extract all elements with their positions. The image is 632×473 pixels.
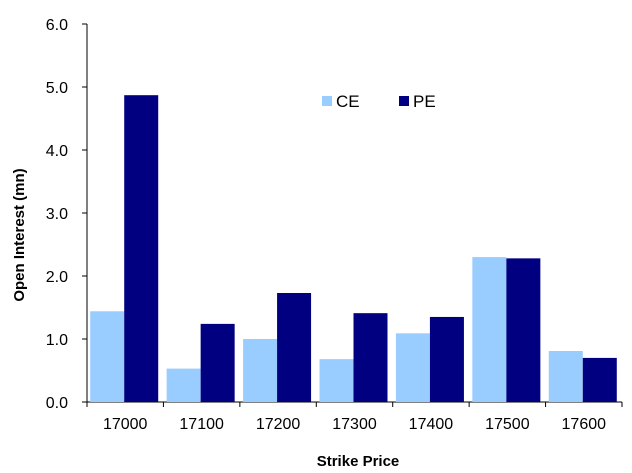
legend-swatch-pe — [399, 96, 409, 106]
x-axis: 17000 17100 17200 17300 17400 17500 17600 — [86, 401, 623, 433]
bars — [90, 95, 617, 402]
y-tick-label: 5.0 — [46, 80, 68, 97]
bar-ce-17100 — [166, 368, 201, 402]
y-tick-label: 1.0 — [46, 332, 68, 349]
legend-swatch-ce — [322, 96, 332, 106]
bar-pe-17400 — [429, 316, 464, 402]
bar-pe-17500 — [506, 258, 541, 402]
y-tick-label: 3.0 — [46, 206, 68, 223]
x-tick-label: 17300 — [332, 416, 377, 433]
y-tick-label: 0.0 — [46, 395, 68, 412]
bar-ce-17600 — [548, 350, 583, 402]
bar-pe-17600 — [582, 357, 617, 402]
x-tick-label: 17100 — [179, 416, 224, 433]
x-tick-label: 17600 — [562, 416, 607, 433]
legend-label-ce: CE — [336, 92, 360, 111]
x-axis-label: Strike Price — [317, 453, 400, 468]
y-axis: 0.0 1.0 2.0 3.0 4.0 5.0 6.0 — [46, 17, 88, 412]
x-tick-label: 17400 — [409, 416, 454, 433]
y-tick-label: 4.0 — [46, 143, 68, 160]
y-tick-label: 6.0 — [46, 17, 68, 34]
bar-ce-17300 — [319, 359, 354, 402]
bar-ce-17000 — [90, 311, 125, 402]
bar-ce-17200 — [243, 339, 278, 402]
bar-pe-17300 — [353, 313, 388, 402]
bar-pe-17100 — [200, 323, 235, 402]
x-tick-label: 17500 — [485, 416, 530, 433]
legend-label-pe: PE — [413, 92, 436, 111]
bar-pe-17000 — [124, 95, 159, 402]
bar-ce-17400 — [395, 333, 430, 402]
y-tick-label: 2.0 — [46, 269, 68, 286]
y-axis-label: Open Interest (mn) — [11, 168, 28, 301]
x-tick-label: 17200 — [256, 416, 301, 433]
legend: CE PE — [322, 92, 436, 111]
x-tick-label: 17000 — [103, 416, 148, 433]
bar-pe-17200 — [277, 293, 312, 402]
bar-ce-17500 — [472, 257, 507, 402]
